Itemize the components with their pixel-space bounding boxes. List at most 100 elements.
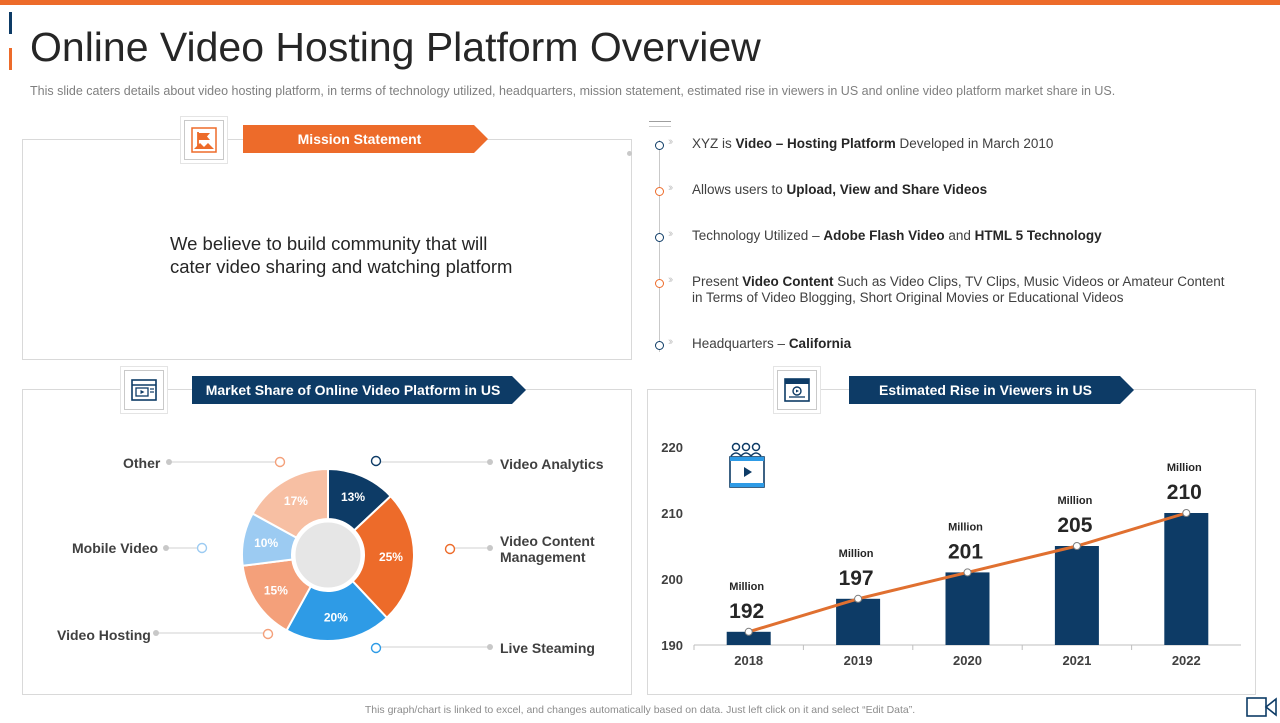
donut-label-live-steaming: Live Steaming [500,640,595,656]
timeline-cap [649,121,671,122]
bullet-bold-text: Upload, View and Share Videos [786,182,988,197]
donut-slice-label: 25% [379,550,403,564]
y-tick-label: 220 [661,440,683,455]
trend-point [1182,509,1191,517]
donut-slice-label: 10% [254,536,278,550]
bar [836,598,881,645]
timeline-dot [655,187,664,196]
connector-dot [487,644,493,650]
connector-dot [166,459,172,465]
donut-slice-label: 13% [341,490,365,504]
market-share-banner: Market Share of Online Video Platform in… [192,376,526,404]
trend-point [854,594,863,603]
x-tick-label: 2019 [844,653,873,668]
mission-statement: We believe to build community that will … [170,232,550,278]
trend-point [744,627,753,636]
bar-value-label: 192 [729,600,764,623]
top-accent-bar [0,0,1280,5]
bullet-text-segment: and [944,228,975,243]
title-accent-navy [9,12,12,34]
connector-dot [163,545,169,551]
bullet-bold-text: HTML 5 Technology [974,228,1102,243]
market-share-donut-chart: 13% 25% 20% 15% 10% 17% [153,455,493,654]
timeline-dot [655,141,664,150]
connector-dot [487,459,493,465]
viewers-banner: Estimated Rise in Viewers in US [849,376,1134,404]
bullet-text: Technology Utilized – Adobe Flash Video … [692,228,1232,244]
chevron-right-icon: ›› [668,336,674,348]
x-tick-label: 2021 [1062,653,1091,668]
video-browser-icon [124,370,164,410]
mission-line-1: We believe to build community that will [170,233,488,254]
page-subtitle: This slide caters details about video ho… [30,84,1116,98]
mission-connector-dot [627,151,632,156]
audience-video-icon [729,442,765,488]
bar-unit-label: Million [839,548,874,560]
bullet-text-segment: Such as Video Clips, TV Clips, Music Vid… [692,274,1225,305]
connector-marker [274,456,286,468]
connector-dot [487,545,493,551]
connector-marker [262,628,274,640]
bullet-text: Headquarters – California [692,336,1232,352]
donut-label-video-content-management: Video Content Management [500,533,595,565]
mission-panel [22,139,632,360]
viewers-banner-label: Estimated Rise in Viewers in US [879,382,1092,398]
mission-banner: Mission Statement [243,125,488,153]
bullet-bold-text: Video Content [742,274,834,289]
donut-center [292,519,364,591]
footer-note: This graph/chart is linked to excel, and… [364,704,916,716]
bullet-bold-text: Video – Hosting Platform [735,136,896,151]
bar-value-label: 197 [839,567,874,590]
title-accent-orange [9,48,12,70]
bullet-bold-text: California [788,336,852,351]
bar-value-label: 205 [1057,514,1092,537]
bar-value-label: 201 [948,540,983,563]
donut-slice-label: 20% [324,611,348,625]
bullet-text-segment: Present [692,274,743,289]
bar [1054,546,1099,645]
bar [726,631,771,645]
y-tick-label: 190 [661,638,683,653]
bar [945,572,990,645]
x-tick-label: 2018 [734,653,763,668]
donut-slice-label: 15% [264,583,288,597]
timeline-cap-2 [649,126,671,127]
bullet-text-segment: Technology Utilized – [692,228,824,243]
mission-banner-label: Mission Statement [297,131,422,147]
x-tick-label: 2020 [953,653,982,668]
timeline-dot [655,233,664,242]
mission-line-2: cater video sharing and watching platfor… [170,256,513,277]
video-camera-icon [1246,696,1278,723]
bullet-bold-text: Adobe Flash Video [823,228,945,243]
donut-slice [351,494,415,620]
x-tick-label: 2022 [1172,653,1201,668]
connector-marker [370,455,382,467]
bullet-text-segment: Allows users to [692,182,787,197]
bar-unit-label: Million [948,521,983,533]
bar-value-label: 210 [1167,481,1202,504]
donut-slice [251,467,329,540]
trend-point [1072,542,1081,550]
connector-marker [196,542,208,554]
donut-label-mobile-video: Mobile Video [72,540,159,556]
chevron-right-icon: ›› [668,136,674,148]
bullet-text: Present Video Content Such as Video Clip… [692,274,1232,306]
bar [1164,513,1209,645]
bullet-text: XYZ is Video – Hosting Platform Develope… [692,136,1232,152]
timeline-dot [655,279,664,288]
mission-flag-icon [184,120,224,160]
timeline-dot [655,341,664,350]
donut-slice-label: 17% [284,494,308,508]
bar-unit-label: Million [1057,495,1092,507]
y-tick-label: 210 [661,506,683,521]
market-share-banner-label: Market Share of Online Video Platform in… [205,382,501,398]
bar-unit-label: Million [729,581,764,593]
bullet-text-segment: Developed in March 2010 [895,136,1054,151]
calendar-chart-icon [777,370,817,410]
bullet-text: Allows users to Upload, View and Share V… [692,182,1232,198]
bullet-text-segment: Headquarters – [692,336,789,351]
chevron-right-icon: ›› [668,274,674,286]
viewers-bar-chart: 190 200 210 220 2018 2019 2020 2021 2022 192 Mill… [661,440,1241,668]
bar-unit-label: Million [1167,462,1202,474]
chevron-right-icon: ›› [668,228,674,240]
